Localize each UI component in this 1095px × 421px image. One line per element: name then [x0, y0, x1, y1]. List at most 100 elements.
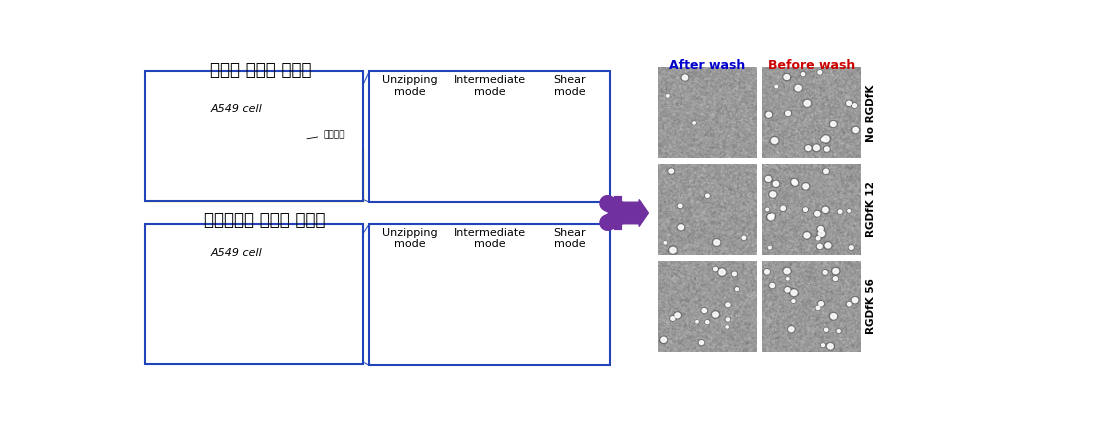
Text: 인터그린
수용체: 인터그린 수용체: [239, 165, 261, 184]
Polygon shape: [314, 128, 330, 142]
Text: Unzipping
mode: Unzipping mode: [381, 75, 437, 97]
Circle shape: [453, 315, 463, 325]
Polygon shape: [291, 128, 307, 142]
Bar: [387, 293, 436, 296]
Polygon shape: [176, 128, 192, 142]
Bar: [588, 307, 596, 314]
Bar: [464, 137, 515, 139]
Polygon shape: [153, 128, 169, 142]
Circle shape: [279, 292, 295, 306]
Circle shape: [301, 292, 315, 306]
Circle shape: [148, 349, 163, 363]
Circle shape: [533, 315, 544, 325]
Circle shape: [214, 292, 229, 306]
Bar: [369, 224, 610, 365]
Polygon shape: [199, 270, 215, 284]
Circle shape: [323, 349, 337, 363]
Circle shape: [565, 315, 575, 325]
Bar: [464, 304, 515, 306]
Bar: [464, 147, 515, 150]
Text: No RGDfK: No RGDfK: [866, 84, 876, 141]
Circle shape: [389, 354, 399, 363]
Polygon shape: [176, 270, 192, 284]
Circle shape: [500, 315, 510, 325]
Bar: [371, 157, 448, 201]
Text: RGDfK 56: RGDfK 56: [866, 278, 876, 334]
Circle shape: [565, 354, 575, 363]
Polygon shape: [194, 235, 279, 263]
Polygon shape: [337, 270, 353, 284]
Text: A549 cell: A549 cell: [210, 104, 263, 114]
Bar: [531, 314, 608, 364]
Circle shape: [170, 292, 185, 306]
Polygon shape: [194, 91, 279, 120]
Bar: [383, 307, 391, 314]
Bar: [387, 147, 436, 150]
Circle shape: [596, 354, 606, 363]
Circle shape: [404, 354, 414, 363]
Circle shape: [257, 349, 273, 363]
Bar: [369, 71, 610, 202]
Polygon shape: [199, 128, 215, 142]
Bar: [383, 151, 391, 157]
Text: Before wash: Before wash: [769, 59, 855, 72]
Polygon shape: [291, 270, 307, 284]
Bar: [451, 157, 528, 201]
Circle shape: [484, 315, 495, 325]
Polygon shape: [268, 264, 284, 278]
Text: A549 cell: A549 cell: [210, 248, 263, 258]
Text: Shear
mode: Shear mode: [553, 75, 586, 97]
Bar: [308, 243, 357, 358]
Circle shape: [279, 349, 295, 363]
Circle shape: [516, 315, 526, 325]
Text: 바닥에 고정된 수용체: 바닥에 고정된 수용체: [210, 61, 312, 79]
Circle shape: [419, 315, 430, 325]
Text: After wash: After wash: [669, 59, 746, 72]
Bar: [543, 304, 592, 306]
Polygon shape: [337, 128, 353, 142]
Polygon shape: [381, 259, 394, 274]
Text: RGDfK 12: RGDfK 12: [866, 181, 876, 237]
Circle shape: [469, 315, 480, 325]
Circle shape: [345, 349, 359, 363]
Bar: [485, 307, 494, 314]
Circle shape: [580, 315, 590, 325]
Circle shape: [419, 354, 430, 363]
Circle shape: [345, 292, 359, 306]
Circle shape: [404, 315, 414, 325]
Bar: [543, 293, 592, 296]
Polygon shape: [585, 259, 598, 274]
Circle shape: [500, 354, 510, 363]
Circle shape: [484, 354, 495, 363]
Bar: [464, 293, 515, 296]
Circle shape: [323, 292, 337, 306]
Circle shape: [148, 292, 163, 306]
Circle shape: [235, 349, 251, 363]
Circle shape: [580, 354, 590, 363]
Text: Shear
mode: Shear mode: [553, 228, 586, 249]
Bar: [145, 224, 364, 364]
Polygon shape: [153, 270, 169, 284]
Circle shape: [170, 349, 185, 363]
Polygon shape: [245, 264, 261, 278]
Bar: [387, 137, 436, 139]
Circle shape: [373, 315, 383, 325]
Circle shape: [192, 349, 207, 363]
Bar: [145, 149, 364, 201]
Bar: [145, 71, 364, 201]
Polygon shape: [222, 122, 238, 136]
Text: Intermediate
mode: Intermediate mode: [453, 228, 526, 249]
Circle shape: [435, 354, 446, 363]
Bar: [531, 157, 608, 201]
Text: 인지질막에 결합된 수용체: 인지질막에 결합된 수용체: [204, 210, 325, 229]
Text: Intermediate
mode: Intermediate mode: [453, 75, 526, 97]
Circle shape: [214, 349, 229, 363]
Bar: [588, 151, 596, 157]
Circle shape: [435, 315, 446, 325]
Polygon shape: [222, 264, 238, 278]
Bar: [308, 98, 357, 197]
Polygon shape: [585, 104, 598, 119]
Bar: [145, 291, 364, 364]
Bar: [387, 304, 436, 306]
Circle shape: [596, 315, 606, 325]
